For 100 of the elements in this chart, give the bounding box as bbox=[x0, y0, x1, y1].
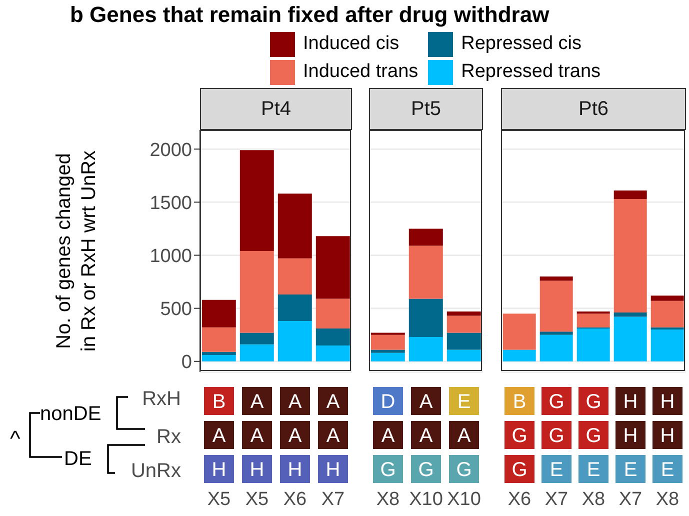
text: H bbox=[660, 425, 675, 447]
x-tick-label: X8 bbox=[582, 489, 606, 510]
bar bbox=[278, 294, 312, 322]
bar bbox=[650, 300, 684, 328]
text: B bbox=[512, 391, 526, 413]
text: A bbox=[288, 425, 302, 447]
x-tick-label: X7 bbox=[618, 489, 642, 510]
chart-title: Pt5 bbox=[369, 88, 483, 130]
text: A bbox=[250, 391, 264, 413]
legend-label: Repressed trans bbox=[461, 61, 601, 83]
bar bbox=[202, 355, 236, 362]
bar bbox=[240, 332, 274, 344]
text: D bbox=[380, 391, 396, 413]
bar bbox=[446, 312, 481, 316]
legend-label: Induced cis bbox=[303, 33, 400, 55]
text: ^ bbox=[10, 426, 21, 451]
text: G bbox=[512, 425, 528, 447]
text: A bbox=[326, 391, 340, 413]
text: A bbox=[381, 425, 395, 447]
bar bbox=[446, 316, 481, 333]
text: A bbox=[419, 391, 433, 413]
bar bbox=[240, 344, 274, 362]
bar bbox=[540, 280, 573, 332]
bar bbox=[576, 314, 610, 328]
bar bbox=[408, 336, 443, 362]
legend-label: Induced trans bbox=[303, 61, 418, 83]
bar bbox=[614, 312, 647, 317]
x-tick-label: X8 bbox=[376, 489, 400, 510]
bar bbox=[540, 332, 573, 335]
text: B bbox=[212, 391, 226, 413]
bar bbox=[202, 352, 236, 356]
text: G bbox=[586, 391, 602, 413]
bar bbox=[540, 334, 573, 362]
text: E bbox=[624, 459, 638, 481]
text: A bbox=[288, 391, 302, 413]
x-tick-label: X10 bbox=[409, 489, 443, 510]
bar bbox=[650, 296, 684, 301]
x-tick-label: X5 bbox=[245, 489, 269, 510]
bar bbox=[408, 298, 443, 337]
text: A bbox=[250, 425, 264, 447]
text: H bbox=[250, 459, 264, 481]
text: H bbox=[623, 425, 638, 447]
text: A bbox=[212, 425, 226, 447]
x-tick-label: X10 bbox=[447, 489, 481, 510]
bar bbox=[278, 194, 312, 258]
x-tick-label: X6 bbox=[508, 489, 532, 510]
y-tick-label: 500 bbox=[160, 299, 192, 320]
chart-title: Pt6 bbox=[501, 88, 686, 130]
bar bbox=[202, 300, 236, 328]
y-tick-label: RxH bbox=[142, 388, 181, 410]
text: A bbox=[419, 425, 433, 447]
chart-title: Pt4 bbox=[200, 88, 352, 130]
text: H bbox=[660, 391, 675, 413]
text: G bbox=[586, 425, 602, 447]
x-tick-label: X8 bbox=[656, 489, 680, 510]
y-tick-label: 0 bbox=[181, 352, 192, 374]
bar bbox=[576, 328, 610, 362]
text: nonDE bbox=[40, 403, 102, 425]
bar bbox=[202, 327, 236, 352]
text: A bbox=[457, 425, 471, 447]
text: G bbox=[418, 459, 434, 481]
text: E bbox=[586, 459, 600, 481]
text: G bbox=[548, 425, 564, 447]
bar bbox=[614, 198, 647, 313]
bar bbox=[502, 350, 536, 362]
bar bbox=[278, 321, 312, 362]
bar bbox=[408, 228, 443, 246]
text: H bbox=[288, 459, 302, 481]
text: H bbox=[326, 459, 340, 481]
bar bbox=[650, 330, 684, 362]
text: E bbox=[457, 391, 471, 413]
legend-label: Repressed cis bbox=[461, 33, 582, 55]
bar bbox=[614, 190, 647, 199]
bar bbox=[370, 350, 405, 353]
y-tick-label: 1500 bbox=[150, 192, 192, 214]
text: E bbox=[660, 459, 674, 481]
y-tick-label: 1000 bbox=[150, 246, 192, 267]
text: H bbox=[623, 391, 638, 413]
bar bbox=[614, 316, 647, 362]
y-axis-title: No. of genes changed in Rx or RxH wrt UnRx bbox=[52, 149, 101, 354]
text: DE bbox=[64, 448, 92, 470]
bar bbox=[316, 298, 350, 328]
text: G bbox=[512, 459, 528, 481]
text: G bbox=[548, 391, 564, 413]
bar bbox=[502, 314, 536, 350]
x-tick-label: X6 bbox=[283, 489, 307, 510]
bar bbox=[278, 258, 312, 295]
bar bbox=[240, 251, 274, 333]
bar bbox=[540, 276, 573, 281]
bar bbox=[446, 332, 481, 350]
bar bbox=[316, 345, 350, 362]
bar bbox=[370, 334, 405, 350]
bar bbox=[446, 350, 481, 362]
x-tick-label: X7 bbox=[321, 489, 345, 510]
text: E bbox=[550, 459, 564, 481]
bar bbox=[408, 246, 443, 299]
bar bbox=[370, 352, 405, 362]
text: G bbox=[380, 459, 396, 481]
bar bbox=[650, 327, 684, 330]
x-tick-label: X7 bbox=[544, 489, 568, 510]
